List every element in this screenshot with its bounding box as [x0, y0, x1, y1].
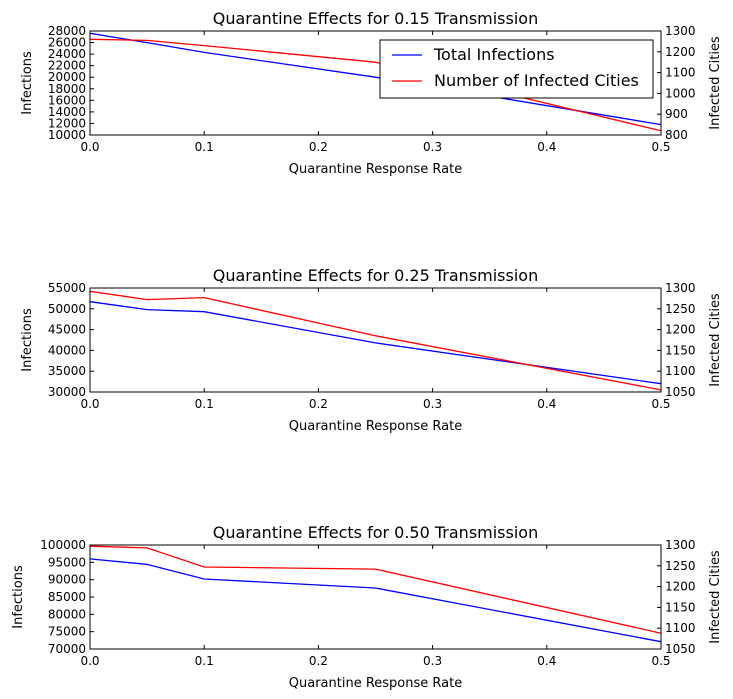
x-tick-label: 0.4: [537, 654, 556, 668]
y2-tick-label: 1300: [665, 24, 696, 38]
y-tick-label: 18000: [48, 82, 86, 96]
y2-tick-label: 1100: [665, 364, 696, 378]
y2-axis-label: Infected Cities: [708, 36, 723, 130]
x-tick-label: 0.3: [423, 397, 442, 411]
y2-tick-label: 1150: [665, 600, 696, 614]
y-tick-label: 50000: [48, 302, 86, 316]
y-tick-label: 24000: [48, 47, 86, 61]
y-tick-label: 75000: [48, 625, 86, 639]
y-tick-label: 26000: [48, 36, 86, 50]
x-tick-label: 0.5: [651, 397, 670, 411]
legend-box: [379, 39, 654, 99]
x-tick-label: 0.2: [309, 397, 328, 411]
y-axis-label: Infections: [20, 308, 35, 372]
y-tick-label: 70000: [48, 642, 86, 656]
y-axis-label: Infections: [11, 565, 26, 629]
y-tick-label: 85000: [48, 590, 86, 604]
series-line-total-infections: [89, 301, 662, 385]
y-tick-label: 30000: [48, 385, 86, 399]
plot-frame: [89, 30, 662, 136]
x-tick-label: 0.1: [195, 397, 214, 411]
y-tick-label: 90000: [48, 573, 86, 587]
chart-panel-2: 0.0 0.1 0.2 0.3 0.4 0.5 30000 35000 40000 45000 50…: [20, 266, 723, 434]
y-axis-label: Infections: [20, 51, 35, 115]
y-tick-label: 10000: [48, 128, 86, 142]
y2-axis-label: Infected Cities: [708, 550, 723, 644]
x-tick-label: 0.1: [195, 654, 214, 668]
x-tick-label: 0.3: [423, 140, 442, 154]
y-tick-label: 100000: [40, 538, 86, 552]
y2-tick-label: 800: [665, 128, 688, 142]
legend-label: Number of Infected Cities: [434, 71, 639, 90]
y-tick-label: 22000: [48, 59, 86, 73]
y2-axis-label: Infected Cities: [708, 293, 723, 387]
x-tick-label: 0.4: [537, 140, 556, 154]
x-axis-label: Quarantine Response Rate: [289, 676, 462, 691]
chart-title: Quarantine Effects for 0.15 Transmission: [213, 9, 538, 28]
chart-title: Quarantine Effects for 0.50 Transmission: [213, 523, 538, 542]
y-tick-label: 80000: [48, 607, 86, 621]
y-tick-label: 95000: [48, 555, 86, 569]
y2-tick-label: 1100: [665, 621, 696, 635]
series-line-total-infections: [89, 558, 662, 643]
y2-tick-label: 1000: [665, 86, 696, 100]
y2-tick-label: 1250: [665, 559, 696, 573]
x-tick-label: 0.1: [195, 140, 214, 154]
y2-tick-label: 900: [665, 107, 688, 121]
x-tick-label: 0.4: [537, 397, 556, 411]
y-tick-label: 20000: [48, 70, 86, 84]
y2-tick-label: 1100: [665, 66, 696, 80]
legend: Total Infections Number of Infected Citie…: [379, 39, 654, 99]
chart-title: Quarantine Effects for 0.25 Transmission: [213, 266, 538, 285]
y2-tick-label: 1200: [665, 580, 696, 594]
x-axis-label: Quarantine Response Rate: [289, 162, 462, 177]
series-line-infected-cities: [89, 290, 662, 391]
y2-tick-label: 1050: [665, 385, 696, 399]
y2-tick-label: 1300: [665, 281, 696, 295]
y-tick-label: 55000: [48, 281, 86, 295]
x-tick-label: 0.5: [651, 654, 670, 668]
x-tick-label: 0.5: [651, 140, 670, 154]
x-tick-label: 0.0: [80, 397, 99, 411]
y2-tick-label: 1250: [665, 302, 696, 316]
y-tick-label: 16000: [48, 93, 86, 107]
chart-panel-3: 0.0 0.1 0.2 0.3 0.4 0.5 70000 75000 80000 85000 90…: [11, 523, 723, 691]
y-tick-label: 35000: [48, 364, 86, 378]
y-tick-label: 40000: [48, 343, 86, 357]
y2-tick-label: 1150: [665, 343, 696, 357]
chart-panel-1: 0.0 0.1 0.2 0.3 0.4 0.5 1000012000140001600018…: [20, 9, 723, 177]
x-tick-label: 0.2: [309, 654, 328, 668]
x-tick-label: 0.0: [80, 140, 99, 154]
plot-frame: [89, 287, 662, 393]
y-tick-label: 28000: [48, 24, 86, 38]
y2-tick-label: 1200: [665, 323, 696, 337]
y-tick-label: 14000: [48, 105, 86, 119]
series-line-infected-cities: [89, 545, 662, 634]
y-tick-label: 12000: [48, 116, 86, 130]
legend-label: Total Infections: [433, 45, 555, 64]
y2-tick-label: 1200: [665, 45, 696, 59]
x-tick-label: 0.3: [423, 654, 442, 668]
plot-frame: [89, 544, 662, 650]
x-tick-label: 0.2: [309, 140, 328, 154]
y-tick-label: 45000: [48, 323, 86, 337]
x-tick-label: 0.0: [80, 654, 99, 668]
x-axis-label: Quarantine Response Rate: [289, 419, 462, 434]
y2-tick-label: 1300: [665, 538, 696, 552]
y2-tick-label: 1050: [665, 642, 696, 656]
